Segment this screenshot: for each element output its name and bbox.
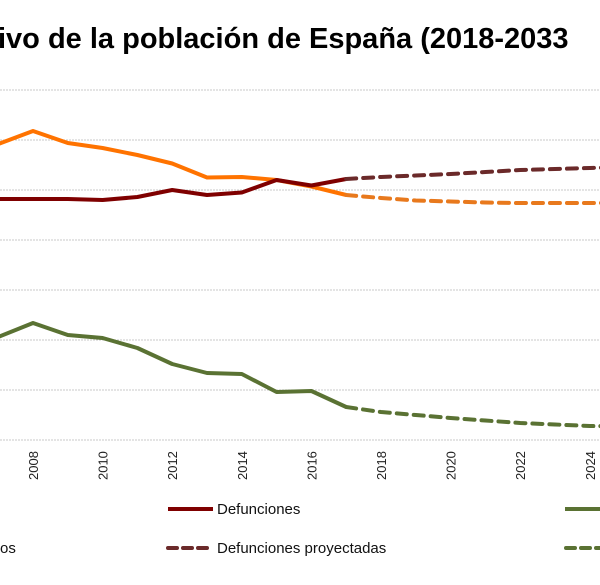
chart-title: ivo de la población de España (2018-2033: [0, 23, 569, 55]
x-tick-label: 2016: [304, 451, 319, 480]
gridlines: [0, 89, 600, 441]
legend-label-deaths-proj: Defunciones proyectadas: [217, 540, 386, 557]
series-lines: [0, 129, 600, 429]
series-line-deaths: [0, 177, 347, 202]
x-tick-label: 2014: [235, 451, 250, 480]
x-tick-label: 2022: [513, 451, 528, 480]
series-line-births: [0, 129, 347, 197]
x-tick-label: 2010: [96, 451, 111, 480]
legend-label-deaths: Defunciones: [217, 501, 300, 518]
x-axis-ticks: 2008 2010 2012 2014 2016 2018 2020 2022 2024: [26, 451, 598, 480]
series-line-growth_proj: [344, 405, 600, 429]
x-tick-label: 2012: [165, 451, 180, 480]
series-line-deaths_proj: [344, 165, 600, 181]
series-line-growth: [0, 321, 348, 409]
legend: os Defunciones Defunciones proyectadas: [0, 501, 600, 557]
x-tick-label: 2020: [444, 451, 459, 480]
x-tick-label: 2018: [374, 451, 389, 480]
x-tick-label: 2024: [583, 451, 598, 480]
x-tick-label: 2008: [26, 451, 41, 480]
legend-label-births-partial: os: [0, 540, 16, 557]
series-line-births_proj: [344, 193, 600, 205]
